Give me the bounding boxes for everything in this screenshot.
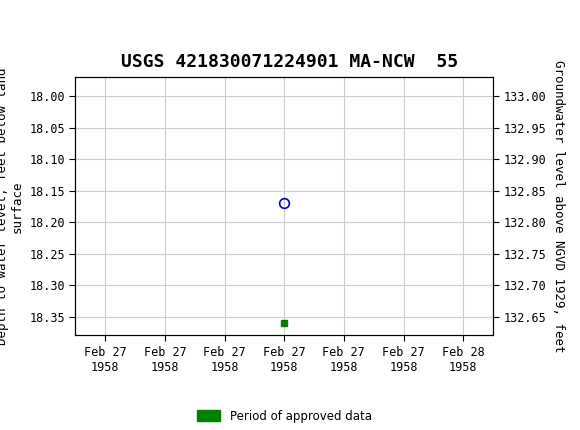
Legend: Period of approved data: Period of approved data: [192, 405, 376, 427]
Y-axis label: Groundwater level above NGVD 1929, feet: Groundwater level above NGVD 1929, feet: [552, 60, 565, 353]
Y-axis label: Depth to water level, feet below land
surface: Depth to water level, feet below land su…: [0, 68, 24, 345]
Text: USGS 421830071224901 MA-NCW  55: USGS 421830071224901 MA-NCW 55: [121, 53, 459, 71]
Text: ▒USGS: ▒USGS: [12, 13, 78, 39]
